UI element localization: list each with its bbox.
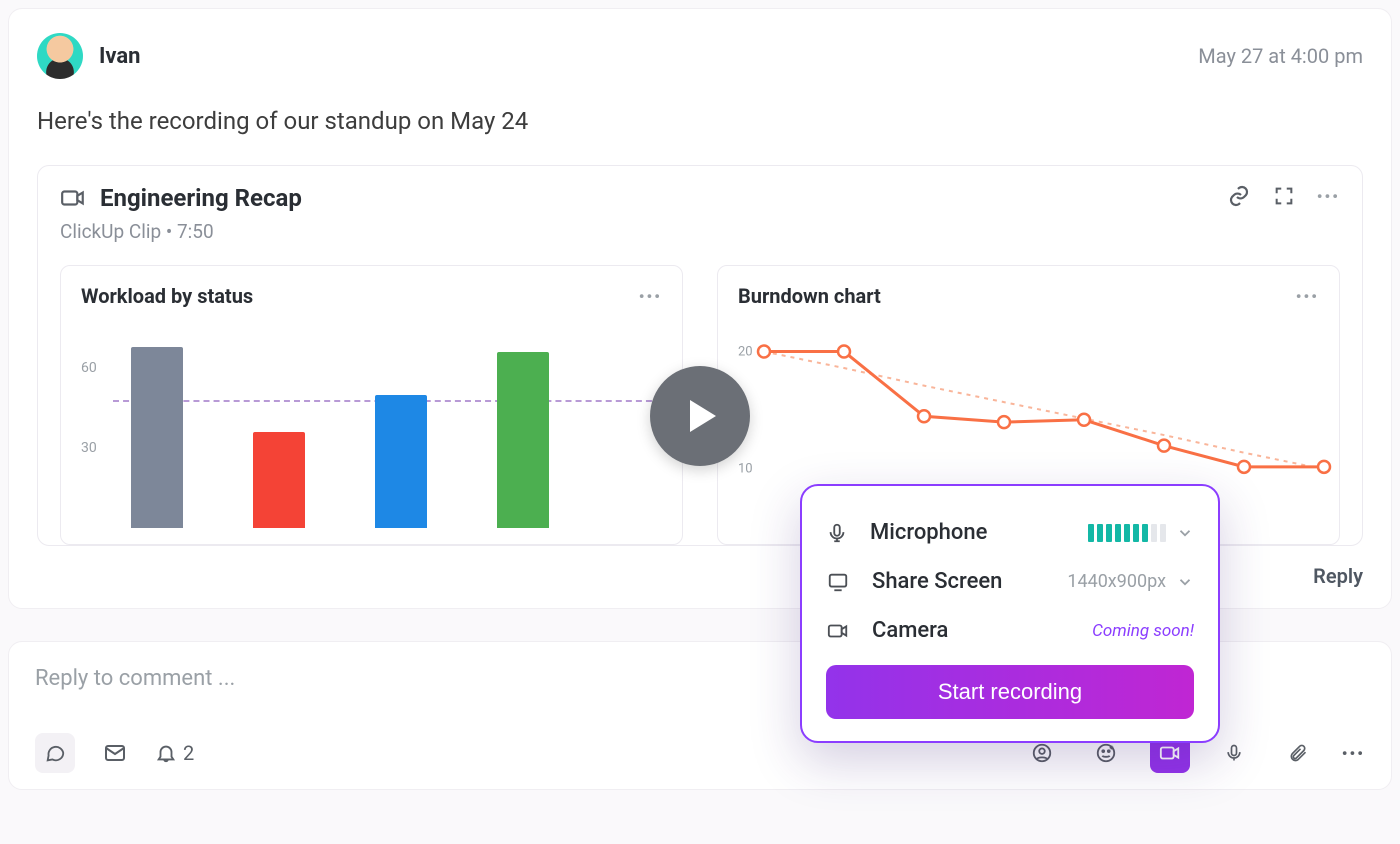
share-resolution: 1440x900px <box>1067 571 1166 592</box>
bars-container <box>131 328 644 528</box>
camera-row: Camera Coming soon! <box>826 606 1194 655</box>
mic-bar <box>1160 524 1166 542</box>
mic-bar <box>1133 524 1139 542</box>
recording-popover: Microphone Share Screen 1440x900px <box>800 484 1220 743</box>
notifications-button[interactable]: 2 <box>155 733 194 773</box>
play-button[interactable] <box>650 366 750 466</box>
bar <box>375 395 427 528</box>
microphone-row[interactable]: Microphone <box>826 508 1194 557</box>
microphone-icon <box>826 521 848 545</box>
share-screen-row[interactable]: Share Screen 1440x900px <box>826 557 1194 606</box>
start-recording-button[interactable]: Start recording <box>826 665 1194 719</box>
screen-icon <box>826 571 850 593</box>
camera-status: Coming soon! <box>1092 621 1194 641</box>
avatar[interactable] <box>37 33 83 79</box>
toolbar-more-icon[interactable]: ••• <box>1342 744 1365 763</box>
chart-more-icon[interactable]: ••• <box>639 287 662 306</box>
mic-bar <box>1151 524 1157 542</box>
comment-header: Ivan May 27 at 4:00 pm <box>37 33 1363 79</box>
y-tick-label: 20 <box>738 344 753 359</box>
author-name: Ivan <box>99 44 141 69</box>
bar <box>131 347 183 528</box>
clip-title: Engineering Recap <box>100 184 302 212</box>
clip-subtitle: ClickUp Clip • 7:50 <box>60 220 302 243</box>
clip-title-block: Engineering Recap ClickUp Clip • 7:50 <box>60 184 302 243</box>
expand-icon[interactable] <box>1273 185 1295 207</box>
mic-level-meter <box>1088 524 1166 542</box>
comment-body: Here's the recording of our standup on M… <box>37 107 1363 135</box>
mic-bar <box>1097 524 1103 542</box>
y-tick-label: 10 <box>738 462 753 477</box>
voice-icon[interactable] <box>1214 733 1254 773</box>
camera-label: Camera <box>872 618 948 643</box>
mail-icon[interactable] <box>95 733 135 773</box>
mic-bar <box>1106 524 1112 542</box>
chevron-down-icon[interactable] <box>1176 524 1194 542</box>
mic-bar <box>1088 524 1094 542</box>
notif-count: 2 <box>183 741 194 765</box>
clip-header: Engineering Recap ClickUp Clip • 7:50 ••… <box>60 184 1340 243</box>
camera-icon <box>826 620 850 642</box>
mic-bar <box>1142 524 1148 542</box>
play-icon <box>690 400 716 432</box>
y-tick-label: 30 <box>81 440 97 456</box>
clip-actions: ••• <box>1227 184 1340 208</box>
video-icon <box>60 185 86 211</box>
mic-bar <box>1115 524 1121 542</box>
y-tick-label: 60 <box>81 360 97 376</box>
chat-icon[interactable] <box>35 733 75 773</box>
author-block: Ivan <box>37 33 141 79</box>
mic-bar <box>1124 524 1130 542</box>
bar <box>253 432 305 528</box>
chart-more-icon[interactable]: ••• <box>1296 287 1319 306</box>
chevron-down-icon[interactable] <box>1176 573 1194 591</box>
toolbar-left: 2 <box>35 733 194 773</box>
bar-chart-area: 3060 <box>113 328 662 528</box>
bar <box>497 352 549 528</box>
link-icon[interactable] <box>1227 184 1251 208</box>
attach-icon[interactable] <box>1278 733 1318 773</box>
share-screen-label: Share Screen <box>872 569 1002 594</box>
burndown-chart-title: Burndown chart <box>738 284 881 308</box>
more-icon[interactable]: ••• <box>1317 187 1340 206</box>
microphone-label: Microphone <box>870 520 987 545</box>
workload-chart-title: Workload by status <box>81 284 253 308</box>
comment-timestamp: May 27 at 4:00 pm <box>1198 44 1363 68</box>
workload-chart: Workload by status ••• 3060 <box>60 265 683 545</box>
